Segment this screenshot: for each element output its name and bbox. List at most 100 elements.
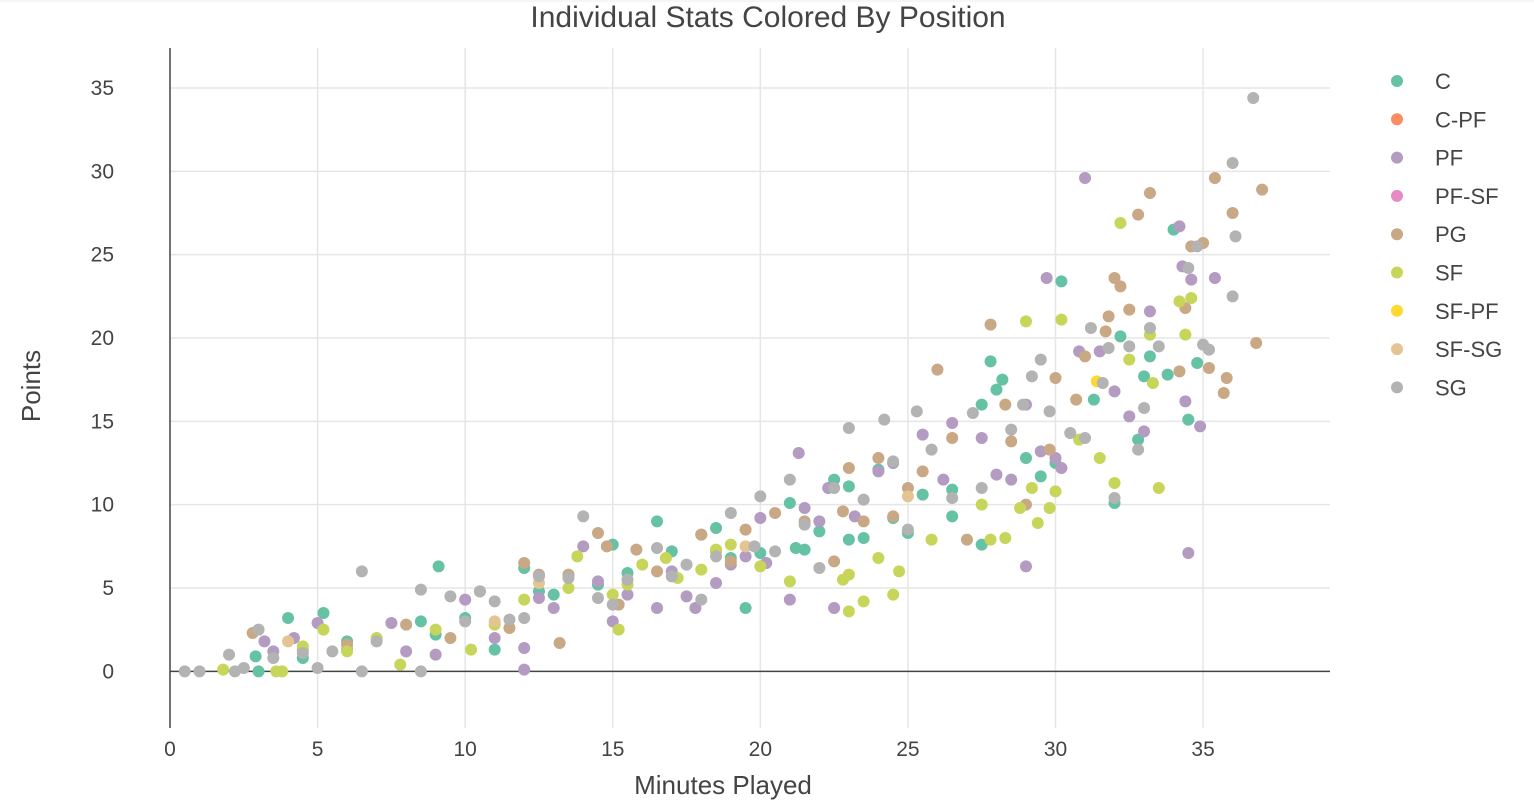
data-point[interactable]: [910, 405, 923, 418]
data-point[interactable]: [798, 502, 811, 514]
data-point[interactable]: [355, 565, 368, 578]
data-point[interactable]: [1102, 342, 1115, 354]
data-point[interactable]: [842, 533, 855, 546]
data-point[interactable]: [503, 613, 516, 626]
data-point[interactable]: [400, 645, 413, 658]
data-point[interactable]: [937, 473, 950, 486]
data-point[interactable]: [828, 482, 841, 494]
data-point[interactable]: [444, 632, 457, 644]
data-point[interactable]: [659, 552, 672, 564]
data-point[interactable]: [748, 540, 761, 553]
data-point[interactable]: [612, 623, 625, 636]
data-point[interactable]: [394, 658, 407, 671]
data-point[interactable]: [1161, 368, 1174, 381]
data-point[interactable]: [916, 488, 929, 501]
data-point[interactable]: [901, 523, 914, 536]
data-point[interactable]: [1138, 370, 1151, 383]
data-point[interactable]: [341, 645, 354, 658]
data-point[interactable]: [267, 652, 280, 664]
legend-item-sf[interactable]: SF: [1391, 261, 1463, 286]
data-point[interactable]: [857, 493, 870, 506]
data-point[interactable]: [842, 605, 855, 618]
data-point[interactable]: [621, 588, 634, 601]
data-point[interactable]: [769, 507, 782, 519]
legend-item-pf[interactable]: PF: [1391, 146, 1463, 171]
data-point[interactable]: [282, 635, 295, 648]
data-point[interactable]: [813, 525, 826, 538]
data-point[interactable]: [630, 543, 643, 556]
data-point[interactable]: [798, 518, 811, 531]
data-point[interactable]: [651, 602, 664, 614]
data-point[interactable]: [887, 455, 900, 468]
data-point[interactable]: [783, 473, 796, 486]
data-point[interactable]: [695, 593, 708, 606]
data-point[interactable]: [1079, 172, 1092, 184]
data-point[interactable]: [857, 515, 870, 528]
data-point[interactable]: [282, 612, 295, 624]
data-point[interactable]: [1043, 502, 1056, 514]
legend-item-pg[interactable]: PG: [1391, 222, 1467, 247]
data-point[interactable]: [1079, 350, 1092, 363]
data-point[interactable]: [857, 595, 870, 608]
data-point[interactable]: [1108, 477, 1121, 489]
data-point[interactable]: [1226, 207, 1239, 219]
data-point[interactable]: [532, 570, 545, 583]
data-point[interactable]: [429, 623, 442, 636]
data-point[interactable]: [901, 490, 914, 503]
data-point[interactable]: [1114, 280, 1127, 293]
data-point[interactable]: [783, 497, 796, 509]
data-point[interactable]: [975, 498, 988, 511]
data-point[interactable]: [562, 572, 575, 584]
data-point[interactable]: [1182, 413, 1195, 426]
data-point[interactable]: [1114, 217, 1127, 229]
data-point[interactable]: [996, 373, 1009, 386]
data-point[interactable]: [842, 568, 855, 581]
data-point[interactable]: [984, 355, 997, 368]
data-point[interactable]: [1182, 547, 1195, 559]
data-point[interactable]: [532, 592, 545, 604]
data-point[interactable]: [326, 645, 339, 658]
data-point[interactable]: [562, 582, 575, 594]
data-point[interactable]: [887, 588, 900, 601]
data-point[interactable]: [1096, 377, 1109, 389]
data-point[interactable]: [1191, 240, 1204, 253]
data-point[interactable]: [547, 588, 560, 601]
data-point[interactable]: [975, 538, 988, 551]
data-point[interactable]: [1138, 425, 1151, 438]
data-point[interactable]: [591, 527, 604, 539]
data-point[interactable]: [1055, 275, 1068, 288]
data-point[interactable]: [946, 510, 959, 523]
data-point[interactable]: [258, 635, 271, 648]
data-point[interactable]: [946, 417, 959, 429]
data-point[interactable]: [1014, 502, 1027, 514]
data-point[interactable]: [975, 482, 988, 494]
data-point[interactable]: [488, 615, 501, 628]
data-point[interactable]: [503, 622, 516, 634]
data-point[interactable]: [710, 550, 723, 563]
data-point[interactable]: [651, 565, 664, 578]
data-point[interactable]: [1005, 423, 1018, 436]
data-point[interactable]: [792, 447, 805, 459]
data-point[interactable]: [296, 647, 309, 659]
data-point[interactable]: [1132, 208, 1145, 221]
data-point[interactable]: [1049, 485, 1062, 498]
data-point[interactable]: [1079, 432, 1092, 444]
data-point[interactable]: [1226, 157, 1239, 169]
data-point[interactable]: [724, 555, 737, 568]
data-point[interactable]: [488, 595, 501, 608]
data-point[interactable]: [783, 593, 796, 606]
data-point[interactable]: [975, 432, 988, 444]
data-point[interactable]: [1229, 230, 1242, 243]
data-point[interactable]: [636, 558, 649, 571]
data-point[interactable]: [813, 562, 826, 574]
data-point[interactable]: [465, 643, 478, 656]
data-point[interactable]: [252, 665, 265, 678]
data-point[interactable]: [887, 510, 900, 523]
data-point[interactable]: [1191, 357, 1204, 369]
data-point[interactable]: [872, 465, 885, 478]
data-point[interactable]: [842, 422, 855, 434]
data-point[interactable]: [1034, 353, 1047, 366]
data-point[interactable]: [1005, 473, 1018, 486]
data-point[interactable]: [518, 557, 531, 569]
data-point[interactable]: [1132, 443, 1145, 456]
